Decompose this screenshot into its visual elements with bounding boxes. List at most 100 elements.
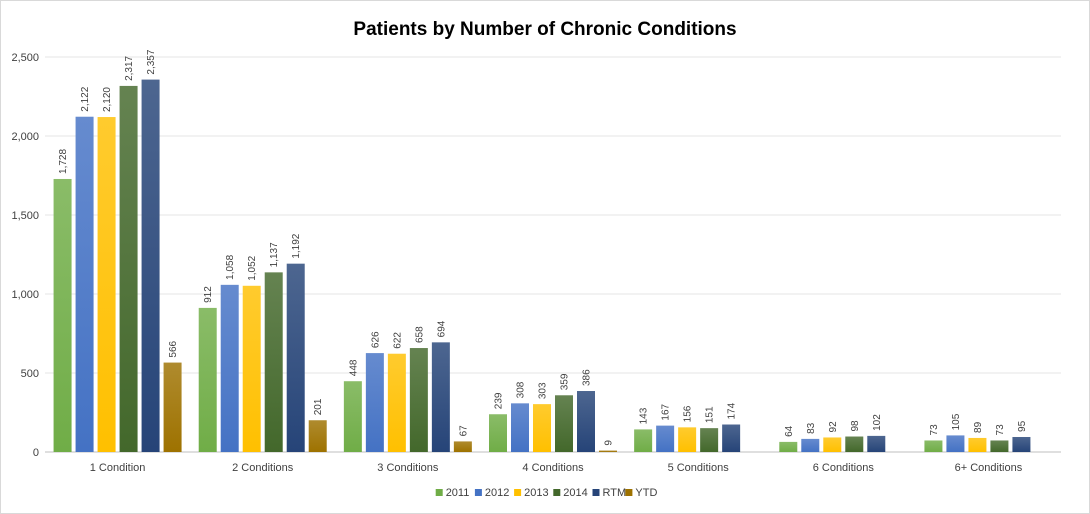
legend-label-2012: 2012 — [485, 487, 509, 499]
data-labels: 1,728 2,122 2,120 2,317 2,357 566 912 1,058 1,05… — [58, 49, 1028, 445]
data-label: 174 — [727, 402, 738, 419]
bar-ytd-1 — [163, 362, 182, 452]
data-label: 151 — [705, 406, 716, 423]
bar-rtm-6 — [867, 435, 886, 452]
bar-2014-2 — [264, 272, 283, 452]
bar-2014-3 — [409, 348, 428, 452]
legend-label-2011: 2011 — [446, 487, 470, 499]
bar-2012-1 — [75, 116, 94, 452]
x-category-label: 6+ Conditions — [955, 462, 1023, 474]
y-axis-ticks: 0 500 1,000 1,500 2,000 2,500 — [11, 52, 39, 459]
bar-2013-3 — [387, 353, 406, 452]
bar-2014-1 — [119, 85, 138, 452]
data-label: 308 — [516, 381, 527, 398]
bar-2012-4 — [511, 403, 529, 452]
x-category-label: 4 Conditions — [522, 462, 584, 474]
data-label: 167 — [661, 403, 672, 420]
data-label: 694 — [436, 320, 447, 337]
bar-2011-6 — [779, 441, 798, 452]
data-label: 92 — [828, 421, 839, 433]
bar-2013-4 — [533, 404, 551, 452]
x-category-label: 2 Conditions — [232, 462, 294, 474]
data-label: 2,357 — [146, 49, 157, 74]
data-label: 102 — [872, 414, 883, 431]
data-label: 9 — [604, 440, 615, 446]
y-tick-label: 1,000 — [11, 289, 39, 301]
data-label: 448 — [348, 359, 359, 376]
data-label: 73 — [995, 424, 1006, 436]
bar-2013-1 — [97, 117, 116, 452]
bar-ytd-3 — [453, 441, 472, 452]
chart-title: Patients by Number of Chronic Conditions — [353, 19, 736, 40]
data-label: 2,317 — [124, 55, 135, 80]
bar-rtm-5 — [722, 424, 741, 452]
data-label: 143 — [639, 407, 650, 424]
bar-2011-3 — [343, 381, 362, 452]
data-label: 89 — [973, 421, 984, 433]
bar-2012-5 — [656, 425, 675, 452]
bar-rtm-1 — [141, 79, 160, 453]
legend-label-2014: 2014 — [563, 487, 587, 499]
bar-2011-4 — [489, 414, 507, 452]
legend-label-2013: 2013 — [524, 487, 548, 499]
data-label: 566 — [168, 340, 179, 357]
bar-rtm-2 — [286, 263, 305, 452]
bar-rtm-3 — [431, 342, 450, 452]
bar-2014-5 — [700, 428, 719, 452]
bar-2013-7 — [968, 437, 987, 452]
x-category-label: 1 Condition — [90, 462, 146, 474]
data-label: 64 — [784, 425, 795, 437]
x-category-label: 6 Conditions — [813, 462, 875, 474]
data-label: 2,120 — [102, 87, 113, 112]
data-label: 98 — [850, 420, 861, 432]
data-label: 1,728 — [58, 149, 69, 174]
data-label: 1,137 — [269, 242, 280, 267]
bar-2011-5 — [634, 429, 653, 452]
data-label: 303 — [538, 382, 549, 399]
bar-ytd-4 — [599, 450, 617, 452]
bar-2013-6 — [823, 437, 842, 452]
data-label: 622 — [392, 332, 403, 349]
legend-swatch-2013 — [514, 489, 522, 496]
bar-2012-7 — [946, 435, 965, 452]
data-label: 658 — [414, 326, 425, 343]
bar-2013-5 — [678, 427, 697, 452]
bar-2014-4 — [555, 395, 573, 452]
data-label: 359 — [560, 373, 571, 390]
data-label: 201 — [313, 398, 324, 415]
bar-2014-6 — [845, 436, 864, 452]
legend-swatch-2012 — [474, 489, 482, 496]
data-label: 1,192 — [291, 233, 302, 258]
y-tick-label: 2,000 — [11, 131, 39, 143]
gridlines — [45, 56, 1061, 453]
data-label: 95 — [1017, 420, 1028, 432]
legend-swatch-2011 — [435, 489, 443, 496]
data-label: 239 — [494, 392, 505, 409]
bar-rtm-7 — [1012, 436, 1031, 452]
data-label: 912 — [203, 286, 214, 303]
x-category-label: 3 Conditions — [377, 462, 439, 474]
data-label: 105 — [951, 413, 962, 430]
y-tick-label: 2,500 — [11, 52, 39, 64]
bar-2011-2 — [198, 307, 217, 452]
legend: 2011 2012 2013 2014 RTM YTD — [435, 487, 657, 499]
legend-swatch-2014 — [553, 489, 561, 496]
legend-swatch-rtm — [592, 489, 600, 496]
bar-2012-6 — [801, 438, 820, 452]
bar-2014-7 — [990, 440, 1009, 452]
data-label: 626 — [370, 331, 381, 348]
x-axis-categories: 1 Condition 2 Conditions 3 Conditions 4 Con… — [90, 462, 1023, 474]
data-label: 73 — [929, 424, 940, 436]
bar-2011-7 — [924, 440, 943, 452]
data-label: 386 — [582, 369, 593, 386]
data-label: 1,058 — [225, 254, 236, 279]
legend-swatch-ytd — [625, 489, 633, 496]
bar-2012-2 — [220, 284, 239, 452]
x-category-label: 5 Conditions — [668, 462, 730, 474]
bar-2011-1 — [53, 178, 72, 452]
data-label: 83 — [806, 422, 817, 434]
data-label: 67 — [458, 425, 469, 437]
legend-label-ytd: YTD — [635, 487, 657, 499]
